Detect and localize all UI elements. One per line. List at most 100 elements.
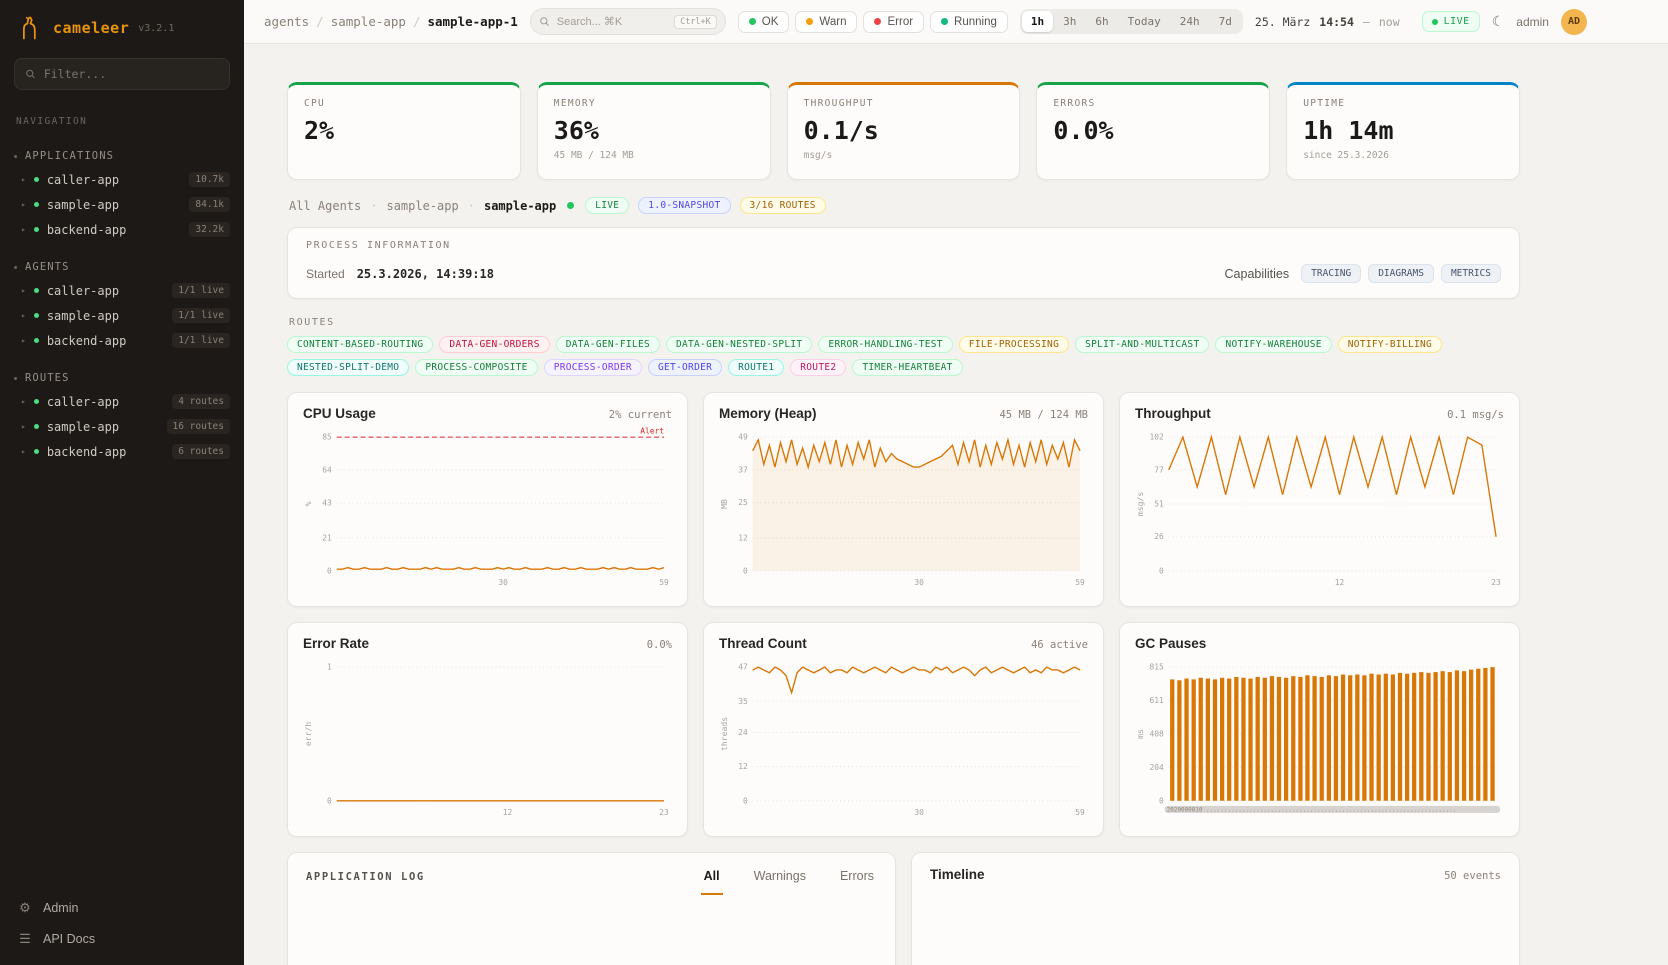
range-separator: — <box>1362 14 1370 29</box>
status-filter-chip[interactable]: OK <box>737 10 790 33</box>
agent-breadcrumb: All Agents · sample-app · sample-app LIV… <box>289 197 1518 214</box>
time-range-button[interactable]: 24h <box>1171 11 1209 32</box>
memory-heap-chart[interactable]: Memory (Heap) 45 MB / 124 MB 0 12 25 37 49 30 5… <box>703 392 1104 607</box>
svg-text:12: 12 <box>738 534 748 543</box>
timeline-event-count: 50 events <box>1444 870 1501 882</box>
sidebar-item-agent[interactable]: ▸ caller-app 1/1 live <box>0 278 244 303</box>
log-tab[interactable]: All <box>700 867 723 895</box>
search-input[interactable] <box>556 15 668 28</box>
route-badge[interactable]: DATA-GEN-NESTED-SPLIT <box>666 336 813 353</box>
log-tab[interactable]: Errors <box>837 867 877 895</box>
sidebar-item-application[interactable]: ▸ backend-app 32.2k <box>0 217 244 242</box>
thread-count-plot: 0 12 24 35 47 30 59 threads <box>720 663 1085 817</box>
agent-instance[interactable]: sample-app <box>483 198 557 213</box>
chevron-right-icon: ▸ <box>21 200 26 209</box>
svg-text:21: 21 <box>322 533 332 542</box>
route-badge[interactable]: SPLIT-AND-MULTICAST <box>1075 336 1210 353</box>
route-badge[interactable]: ERROR-HANDLING-TEST <box>818 336 953 353</box>
main-content: CPU 2% MEMORY 36% 45 MB / 124 MB THROUGH… <box>244 44 1668 965</box>
route-badge[interactable]: TIMER-HEARTBEAT <box>852 359 963 376</box>
route-badge[interactable]: PROCESS-COMPOSITE <box>415 359 538 376</box>
status-filter-chip[interactable]: Running <box>930 10 1008 33</box>
avatar[interactable]: AD <box>1560 8 1587 35</box>
breadcrumb-current[interactable]: sample-app-1 <box>427 14 518 29</box>
route-badge[interactable]: DATA-GEN-FILES <box>555 336 660 353</box>
stat-card[interactable]: MEMORY 36% 45 MB / 124 MB <box>536 82 771 180</box>
status-dot <box>33 424 39 429</box>
capability-badge[interactable]: TRACING <box>1301 264 1362 283</box>
status-filter-chip[interactable]: Error <box>863 10 925 33</box>
svg-text:24: 24 <box>738 728 748 737</box>
route-badge[interactable]: ROUTE2 <box>790 359 847 376</box>
global-search[interactable]: Ctrl+K <box>529 8 726 35</box>
api-docs-link[interactable]: ☰ API Docs <box>18 931 226 947</box>
stat-card[interactable]: CPU 2% <box>287 82 521 180</box>
section-bullet-icon <box>14 265 17 269</box>
route-badge[interactable]: NOTIFY-WAREHOUSE <box>1215 336 1332 353</box>
status-dot <box>33 177 39 182</box>
stat-card[interactable]: ERRORS 0.0% <box>1036 82 1271 180</box>
username[interactable]: admin <box>1516 14 1549 29</box>
time-range-button[interactable]: 3h <box>1054 11 1085 32</box>
sidebar-item-route[interactable]: ▸ backend-app 6 routes <box>0 439 244 464</box>
navigation-heading: NAVIGATION <box>16 116 88 127</box>
throughput-chart[interactable]: Throughput 0.1 msg/s 0 26 51 77 102 12 23 msg/s <box>1119 392 1520 607</box>
sidebar-item-label: caller-app <box>46 394 120 409</box>
sidebar-item-route[interactable]: ▸ caller-app 4 routes <box>0 389 244 414</box>
all-agents-link[interactable]: All Agents <box>289 198 362 213</box>
stat-value: 0.0% <box>1053 116 1114 145</box>
route-badge[interactable]: FILE-PROCESSING <box>958 336 1070 353</box>
route-badge[interactable]: DATA-GEN-ORDERS <box>439 336 550 353</box>
time-range-button[interactable]: 7d <box>1210 11 1241 32</box>
application-log-card: APPLICATION LOG All Warnings Errors <box>287 852 896 965</box>
time-range-button[interactable]: 6h <box>1086 11 1117 32</box>
log-tab[interactable]: Warnings <box>751 867 809 895</box>
process-info-panel: PROCESS INFORMATION Started 25.3.2026, 1… <box>287 227 1520 299</box>
admin-link[interactable]: ⚙ Admin <box>18 900 226 916</box>
breadcrumb-sample-app[interactable]: sample-app <box>330 14 406 29</box>
error-rate-chart[interactable]: Error Rate 0.0% 0 1 12 23 err/h <box>287 622 688 837</box>
sidebar-item-application[interactable]: ▸ sample-app 84.1k <box>0 192 244 217</box>
stat-card[interactable]: UPTIME 1h 14m since 25.3.2026 <box>1286 82 1520 180</box>
live-indicator[interactable]: LIVE <box>1421 11 1480 32</box>
sidebar-item-agent[interactable]: ▸ backend-app 1/1 live <box>0 328 244 353</box>
route-badge[interactable]: ROUTE1 <box>728 359 785 376</box>
gc-pauses-chart[interactable]: GC Pauses 0 204 408 611 815 ms 2020080810 ....… <box>1119 622 1520 837</box>
gear-icon: ⚙ <box>19 900 31 915</box>
live-dot <box>1431 18 1438 25</box>
svg-text:23: 23 <box>1491 578 1501 587</box>
svg-text:815: 815 <box>1149 663 1163 672</box>
cpu-usage-plot: 0 21 43 64 85 30 59% Alert <box>304 427 669 587</box>
svg-text:Alert: Alert <box>640 427 664 436</box>
breadcrumb-agents[interactable]: agents <box>264 14 310 29</box>
route-badge[interactable]: PROCESS-ORDER <box>543 359 642 376</box>
svg-text:59: 59 <box>1075 808 1085 817</box>
route-badge[interactable]: GET-ORDER <box>647 359 723 376</box>
sidebar-item-application[interactable]: ▸ caller-app 10.7k <box>0 167 244 192</box>
svg-text:2020080810 ...................: 2020080810 .............................… <box>1167 806 1457 813</box>
route-badge[interactable]: NESTED-SPLIT-DEMO <box>287 359 410 376</box>
sidebar-item-label: caller-app <box>46 172 120 187</box>
status-filter-chip[interactable]: Warn <box>795 10 858 33</box>
stat-card[interactable]: THROUGHPUT 0.1/s msg/s <box>786 82 1021 180</box>
dark-mode-toggle[interactable]: ☾ <box>1492 9 1505 35</box>
app-logo[interactable]: cameleer v3.2.1 <box>0 0 244 50</box>
thread-count-chart[interactable]: Thread Count 46 active 0 12 24 35 47 30 59 threa… <box>703 622 1104 837</box>
sidebar-filter[interactable] <box>14 58 230 90</box>
svg-text:43: 43 <box>322 499 332 508</box>
cpu-usage-chart[interactable]: CPU Usage 2% current 0 21 43 64 85 30 59% Alert <box>287 392 688 607</box>
time-range-button[interactable]: 1h <box>1021 11 1054 32</box>
time-range-display[interactable]: 25. März 14:54 — now <box>1255 15 1400 29</box>
sidebar-item-route[interactable]: ▸ sample-app 16 routes <box>0 414 244 439</box>
capability-badge[interactable]: DIAGRAMS <box>1368 264 1434 283</box>
range-end-label: now <box>1378 14 1400 29</box>
sidebar-item-agent[interactable]: ▸ sample-app 1/1 live <box>0 303 244 328</box>
route-badge[interactable]: CONTENT-BASED-ROUTING <box>287 336 434 353</box>
route-badge[interactable]: NOTIFY-BILLING <box>1337 336 1443 353</box>
filter-input[interactable] <box>43 67 219 81</box>
time-range-button[interactable]: Today <box>1119 11 1170 32</box>
svg-text:102: 102 <box>1149 433 1163 442</box>
capability-badge[interactable]: METRICS <box>1440 264 1501 283</box>
agent-app-link[interactable]: sample-app <box>386 198 459 213</box>
stat-subtext: msg/s <box>803 150 833 161</box>
